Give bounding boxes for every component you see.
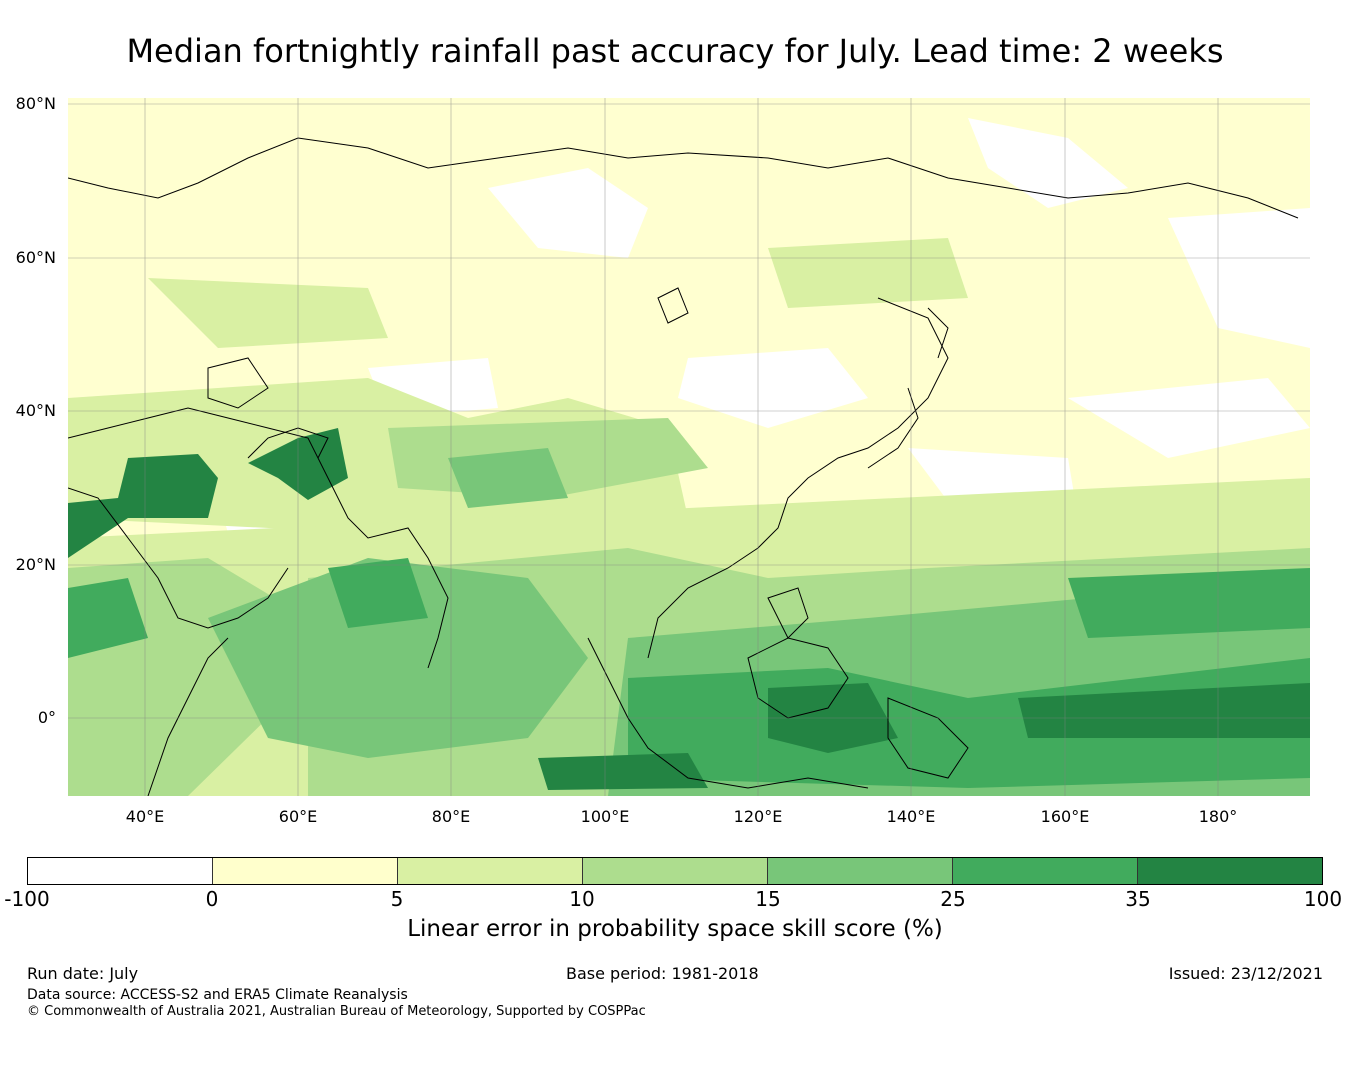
colorbar-bin-0-5	[213, 858, 398, 884]
colorbar-tick: 10	[569, 887, 595, 911]
colorbar	[27, 857, 1323, 885]
lon-label-140e: 140°E	[886, 807, 936, 826]
colorbar-tick: -100	[4, 887, 50, 911]
base-period: Base period: 1981-2018	[566, 964, 759, 983]
map-title: Median fortnightly rainfall past accurac…	[126, 32, 1224, 70]
white-regions	[218, 118, 1310, 568]
lon-label-160e: 160°E	[1040, 807, 1090, 826]
darkest-green-regions	[68, 428, 1310, 790]
data-source: Data source: ACCESS-S2 and ERA5 Climate …	[27, 987, 408, 1003]
colorbar-bin-15-25	[768, 858, 953, 884]
colorbar-tick: 100	[1303, 887, 1343, 911]
lat-label-80n: 80°N	[15, 94, 56, 113]
lat-label-60n: 60°N	[15, 248, 56, 267]
colorbar-tick: 5	[390, 887, 404, 911]
run-date: Run date: July	[27, 964, 139, 983]
colorbar-bin-neg100-0	[28, 858, 213, 884]
copyright-notice: © Commonwealth of Australia 2021, Austra…	[27, 1004, 646, 1019]
lon-label-60e: 60°E	[278, 807, 318, 826]
colorbar-bin-5-10	[398, 858, 583, 884]
issued-date: Issued: 23/12/2021	[1168, 964, 1323, 983]
lon-label-40e: 40°E	[125, 807, 165, 826]
colorbar-bin-25-35	[953, 858, 1138, 884]
lon-label-120e: 120°E	[733, 807, 783, 826]
colorbar-bin-10-15	[583, 858, 768, 884]
skill-score-map	[68, 98, 1310, 796]
colorbar-bin-35-100	[1138, 858, 1322, 884]
lat-label-0: 0°	[37, 708, 56, 727]
colorbar-tick: 35	[1125, 887, 1151, 911]
coastlines	[68, 137, 1299, 796]
lon-label-100e: 100°E	[580, 807, 630, 826]
lon-label-80e: 80°E	[431, 807, 471, 826]
map-canvas	[68, 98, 1310, 796]
lon-label-180: 180°	[1198, 807, 1238, 826]
lat-label-40n: 40°N	[15, 401, 56, 420]
colorbar-tick: 25	[940, 887, 966, 911]
gridlines	[68, 98, 1310, 796]
lat-label-20n: 20°N	[15, 555, 56, 574]
colorbar-tick: 0	[205, 887, 219, 911]
colorbar-tick: 15	[755, 887, 781, 911]
colorbar-label: Linear error in probability space skill …	[407, 916, 943, 942]
